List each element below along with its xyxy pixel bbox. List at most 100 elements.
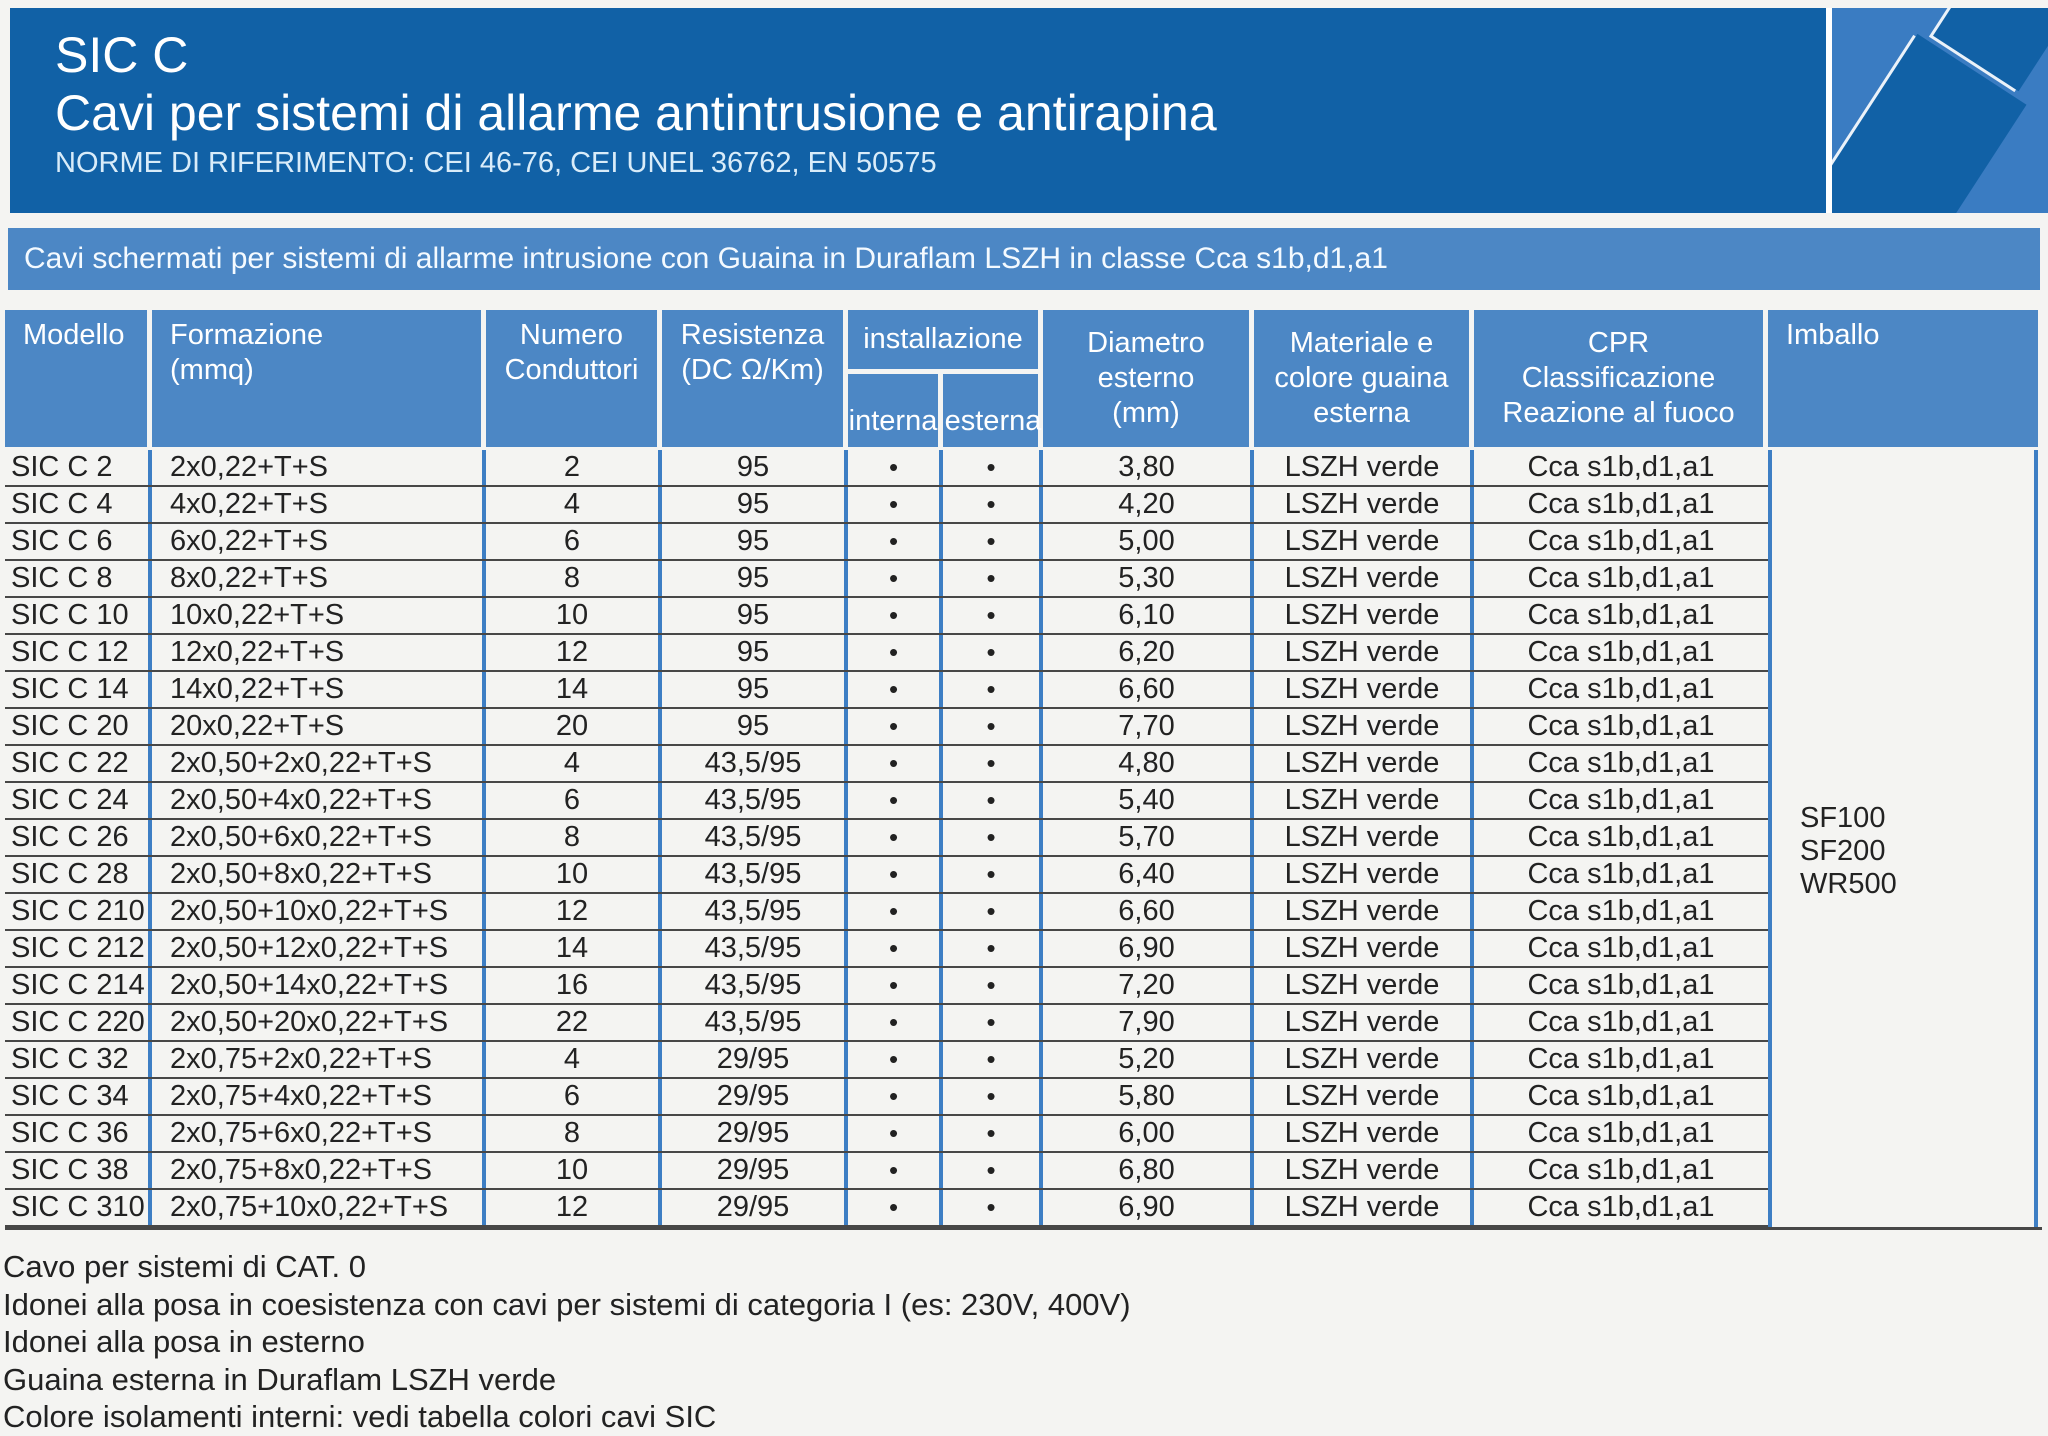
- cell-model: SIC C 2: [5, 450, 152, 485]
- cell-model: SIC C 10: [5, 598, 152, 633]
- cell-cpr: Cca s1b,d1,a1: [1527, 636, 1715, 668]
- table-row: SIC C 38 2x0,75+8x0,22+T+S 10 29/95 • • …: [5, 1153, 1768, 1190]
- cell-sheath: LSZH verde: [1254, 561, 1474, 596]
- footnotes: Cavo per sistemi di CAT. 0 Idonei alla po…: [3, 1248, 1131, 1436]
- col-header-modello: Modello: [5, 310, 152, 447]
- cell-model: SIC C 34: [5, 1079, 152, 1114]
- cell-resistance: 43,5/95: [662, 968, 848, 1003]
- table-row: SIC C 12 12x0,22+T+S 12 95 • • 6,20 LSZH…: [5, 635, 1768, 672]
- cell-install-interna-bullet: •: [848, 487, 943, 522]
- cell-install-esterna-bullet: •: [943, 968, 1043, 1003]
- cell-cpr: Cca s1b,d1,a1: [1527, 1080, 1715, 1112]
- cell-model: SIC C 220: [5, 1005, 152, 1040]
- cell-diameter: 6,00: [1043, 1116, 1254, 1151]
- cell-sheath: LSZH verde: [1254, 746, 1474, 781]
- cell-install-interna-bullet: •: [848, 450, 943, 485]
- cell-sheath: LSZH verde: [1254, 783, 1474, 818]
- cell-diameter: 5,30: [1043, 561, 1254, 596]
- cell-model: SIC C 20: [5, 709, 152, 744]
- cell-formation: 8x0,22+T+S: [152, 561, 486, 596]
- cable-decor-square: [1826, 8, 2048, 213]
- cell-install-interna-bullet: •: [848, 672, 943, 707]
- cell-sheath: LSZH verde: [1254, 968, 1474, 1003]
- installazione-subheader: interna esterna: [848, 374, 1041, 447]
- cell-install-esterna-bullet: •: [943, 783, 1043, 818]
- cell-install-esterna-bullet: •: [943, 1190, 1043, 1225]
- cell-conductors: 4: [486, 1042, 662, 1077]
- cell-install-interna-bullet: •: [848, 894, 943, 929]
- cell-model: SIC C 12: [5, 635, 152, 670]
- cell-sheath: LSZH verde: [1254, 820, 1474, 855]
- table-row: SIC C 34 2x0,75+4x0,22+T+S 6 29/95 • • 5…: [5, 1079, 1768, 1116]
- cell-diameter: 7,70: [1043, 709, 1254, 744]
- cell-formation: 2x0,50+2x0,22+T+S: [152, 746, 486, 781]
- cell-model: SIC C 212: [5, 931, 152, 966]
- cell-cpr: Cca s1b,d1,a1: [1527, 451, 1715, 483]
- cell-cpr: Cca s1b,d1,a1: [1527, 1191, 1715, 1223]
- cell-formation: 10x0,22+T+S: [152, 598, 486, 633]
- cell-diameter: 5,70: [1043, 820, 1254, 855]
- cell-model: SIC C 38: [5, 1153, 152, 1188]
- cell-install-esterna-bullet: •: [943, 820, 1043, 855]
- cell-diameter: 7,20: [1043, 968, 1254, 1003]
- table-row: SIC C 8 8x0,22+T+S 8 95 • • 5,30 LSZH ve…: [5, 561, 1768, 598]
- table-row: SIC C 10 10x0,22+T+S 10 95 • • 6,10 LSZH…: [5, 598, 1768, 635]
- cell-install-esterna-bullet: •: [943, 857, 1043, 892]
- cell-install-esterna-bullet: •: [943, 1079, 1043, 1114]
- cell-conductors: 10: [486, 857, 662, 892]
- cell-resistance: 95: [662, 450, 848, 485]
- cell-install-esterna-bullet: •: [943, 1042, 1043, 1077]
- cell-sheath: LSZH verde: [1254, 1079, 1474, 1114]
- cell-install-esterna-bullet: •: [943, 746, 1043, 781]
- footnote-line: Guaina esterna in Duraflam LSZH verde: [3, 1361, 557, 1397]
- cell-model: SIC C 32: [5, 1042, 152, 1077]
- table-body: SIC C 2 2x0,22+T+S 2 95 • • 3,80 LSZH ve…: [5, 450, 1768, 1227]
- cell-install-esterna-bullet: •: [943, 931, 1043, 966]
- cell-conductors: 4: [486, 487, 662, 522]
- cell-conductors: 12: [486, 894, 662, 929]
- imballo-value: SF100: [1800, 802, 1886, 834]
- cell-cpr: Cca s1b,d1,a1: [1527, 562, 1715, 594]
- cell-conductors: 6: [486, 524, 662, 559]
- table-row: SIC C 210 2x0,50+10x0,22+T+S 12 43,5/95 …: [5, 894, 1768, 931]
- header-band: SIC C Cavi per sistemi di allarme antint…: [10, 8, 2048, 213]
- cell-conductors: 8: [486, 820, 662, 855]
- cell-conductors: 8: [486, 561, 662, 596]
- cell-install-interna-bullet: •: [848, 561, 943, 596]
- cell-sheath: LSZH verde: [1254, 1042, 1474, 1077]
- cell-cpr: Cca s1b,d1,a1: [1527, 969, 1715, 1001]
- cell-install-interna-bullet: •: [848, 857, 943, 892]
- cell-conductors: 16: [486, 968, 662, 1003]
- table-header: Modello Formazione (mmq) Numero Condutto…: [5, 310, 2038, 447]
- cell-model: SIC C 28: [5, 857, 152, 892]
- cell-diameter: 6,40: [1043, 857, 1254, 892]
- cell-sheath: LSZH verde: [1254, 635, 1474, 670]
- cell-install-interna-bullet: •: [848, 968, 943, 1003]
- col-header-installazione: installazione: [848, 310, 1038, 374]
- cell-install-esterna-bullet: •: [943, 1005, 1043, 1040]
- product-code: SIC C: [55, 27, 189, 83]
- cell-formation: 2x0,75+6x0,22+T+S: [152, 1116, 486, 1151]
- cell-diameter: 6,90: [1043, 931, 1254, 966]
- cell-conductors: 22: [486, 1005, 662, 1040]
- imballo-value: SF200: [1800, 835, 1886, 867]
- cell-install-esterna-bullet: •: [943, 450, 1043, 485]
- cell-formation: 2x0,50+8x0,22+T+S: [152, 857, 486, 892]
- cell-formation: 4x0,22+T+S: [152, 487, 486, 522]
- cell-formation: 2x0,22+T+S: [152, 450, 486, 485]
- cell-resistance: 29/95: [662, 1116, 848, 1151]
- cell-install-interna-bullet: •: [848, 1116, 943, 1151]
- cell-cpr: Cca s1b,d1,a1: [1527, 673, 1715, 705]
- cell-resistance: 43,5/95: [662, 894, 848, 929]
- cell-model: SIC C 4: [5, 487, 152, 522]
- cell-diameter: 6,10: [1043, 598, 1254, 633]
- cell-install-interna-bullet: •: [848, 746, 943, 781]
- table-row: SIC C 220 2x0,50+20x0,22+T+S 22 43,5/95 …: [5, 1005, 1768, 1042]
- cell-conductors: 12: [486, 635, 662, 670]
- cell-install-interna-bullet: •: [848, 1190, 943, 1225]
- cell-resistance: 95: [662, 524, 848, 559]
- cell-cpr: Cca s1b,d1,a1: [1527, 599, 1715, 631]
- col-header-interna: interna: [848, 374, 943, 447]
- cell-formation: 2x0,50+12x0,22+T+S: [152, 931, 486, 966]
- footnote-line: Idonei alla posa in coesistenza con cavi…: [3, 1286, 1131, 1322]
